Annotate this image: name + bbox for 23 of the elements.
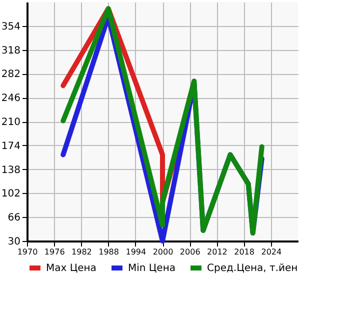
y-tick-label: 138 (1, 164, 20, 176)
y-tick-label: 354 (1, 21, 20, 32)
x-tick-label: 1982 (72, 248, 92, 256)
y-tick-label: 174 (1, 140, 20, 152)
x-tick-label: 2000 (152, 248, 174, 256)
y-tick-label: 30 (8, 236, 20, 248)
y-tick-label: 66 (8, 212, 20, 224)
y-tick-label: 210 (1, 117, 20, 128)
x-tick-label: 1988 (98, 248, 119, 256)
legend-label: Сред.Цена, т.йен (207, 263, 298, 274)
x-tick-label: 2012 (207, 248, 228, 256)
y-tick-label: 282 (1, 69, 20, 80)
x-tick-label: 1970 (17, 248, 38, 256)
x-tick-label: 1994 (126, 248, 146, 256)
y-tick-label: 246 (1, 93, 20, 104)
y-tick-label: 102 (1, 188, 20, 200)
y-tick-label: 318 (1, 45, 20, 56)
legend-label: Max Цена (46, 263, 96, 274)
x-tick-label: 1976 (44, 248, 65, 256)
x-tick-label: 2024 (261, 248, 282, 256)
legend-label: Min Цена (128, 263, 176, 274)
x-tick-label: 2018 (234, 248, 254, 256)
x-tick-label: 2006 (180, 248, 200, 256)
